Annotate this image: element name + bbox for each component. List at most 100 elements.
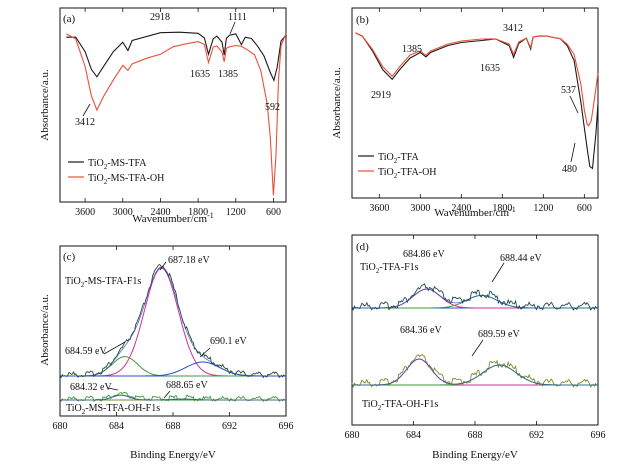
panel-b-legend: TiO2-TFA TiO2-TFA-OH (358, 152, 437, 180)
panel-a: (a) 3600 3000 2400 1800 1200 600 2918 1111 16… (39, 7, 287, 225)
x-tick-label: 688 (166, 421, 181, 432)
annotation-480: 480 (562, 164, 577, 175)
fit-envelope-lower (60, 394, 285, 401)
panel-a-legend: TiO2-MS-TFA TiO2-MS-TFA-OH (68, 158, 164, 186)
x-tick-label: 680 (345, 430, 360, 441)
x-tick-label: 1800 (188, 207, 208, 218)
panel-a-x-label: Wavenumber/cm-1 (132, 211, 214, 225)
x-tick-label: 1200 (226, 207, 246, 218)
annotation-1385: 1385 (218, 69, 238, 80)
annotation-537-arrow (569, 95, 579, 114)
x-tick-label: 684 (406, 430, 421, 441)
annotation-480-arrow (570, 142, 576, 163)
x-tick-label: 696 (591, 430, 606, 441)
annotation-3412: 3412 (75, 117, 95, 128)
annotation-684-59: 684.59 eV (65, 346, 107, 357)
panel-b-x-ticks: 3600 3000 2400 1800 1200 600 (369, 8, 592, 214)
x-tick-label: 600 (577, 203, 592, 214)
annotation-689-59-arrow (471, 339, 484, 357)
panel-c-letter: (c) (63, 251, 76, 263)
legend-entry-tfa: TiO2-TFA (378, 152, 420, 165)
raw-spectrum-upper (351, 283, 598, 312)
annotation-592: 592 (265, 102, 280, 113)
series-line-red (66, 33, 287, 196)
fit-envelope-upper (352, 288, 597, 309)
annotation-688-44-arrow (491, 262, 505, 283)
panel-b-letter: (b) (356, 14, 369, 26)
x-tick-label: 696 (279, 421, 294, 432)
annotation-2918: 2918 (150, 12, 170, 23)
annotation-1385: 3412 (503, 23, 523, 34)
panel-c-upper-label: TiO2-MS-TFA-F1s (65, 276, 141, 289)
panel-d: (d) 680 684 688 692 696 TiO2-TFA-F1s 684.86 … (345, 234, 606, 461)
panel-d-letter: (d) (356, 241, 369, 253)
panel-b: (b) 3600 3000 2400 1800 1200 600 1385 3412 29… (331, 7, 599, 219)
panel-a-x-ticks: 3600 3000 2400 1800 1200 600 (75, 8, 281, 218)
legend-entry-tfa-oh: TiO2-TFA-OH (378, 167, 437, 180)
annotation-684-86: 684.86 eV (403, 249, 445, 260)
panel-b-frame (351, 7, 599, 199)
panel-d-x-label: Binding Energy/eV (432, 449, 518, 461)
x-tick-label: 688 (468, 430, 483, 441)
legend-entry-ms-tfa-oh: TiO2-MS-TFA-OH (88, 173, 164, 186)
panel-c-x-ticks: 680 684 688 692 696 (53, 246, 294, 432)
panel-d-x-ticks: 680 684 688 692 696 (345, 235, 606, 441)
fit-envelope-upper (60, 266, 285, 377)
series-line-black (66, 31, 287, 82)
annotation-537: 537 (561, 85, 576, 96)
annotation-687-18: 687.18 eV (168, 255, 210, 266)
x-tick-label: 1800 (492, 203, 512, 214)
x-tick-label: 3600 (75, 207, 95, 218)
panel-b-series (355, 32, 599, 170)
annotation-684-36: 684.36 eV (400, 325, 442, 336)
annotation-687-18-arrow (159, 261, 167, 271)
annotation-684-59-arrow (103, 341, 126, 355)
annotation-689-59: 689.59 eV (478, 329, 520, 340)
raw-spectrum-lower (351, 354, 598, 389)
annotation-1111-arrow (229, 21, 236, 35)
series-line-black (355, 32, 599, 170)
panel-d-series (351, 283, 598, 389)
annotation-684-32: 684.32 eV (70, 382, 112, 393)
x-tick-label: 680 (53, 421, 68, 432)
x-tick-label: 692 (222, 421, 237, 432)
x-tick-label: 3000 (113, 207, 133, 218)
x-tick-label: 3600 (369, 203, 389, 214)
panel-a-letter: (a) (63, 13, 76, 25)
annotation-1111: 1111 (228, 12, 247, 23)
panel-c-y-label: Absorbance/a.u. (39, 294, 51, 366)
annotation-688-65: 688.65 eV (166, 380, 208, 391)
annotation-688-65-arrow (163, 390, 171, 399)
panel-c-lower-label: TiO2-MS-TFA-OH-F1s (66, 403, 160, 416)
annotation-3412: 2919 (371, 90, 391, 101)
annotation-690-1-arrow (199, 347, 211, 358)
panel-b-y-label: Absorbance/a.u. (331, 67, 343, 139)
annotation-684-32-arrow (107, 387, 119, 391)
fit-envelope-lower (352, 358, 597, 386)
legend-entry-ms-tfa: TiO2-MS-TFA (88, 158, 147, 171)
panel-a-series (66, 31, 287, 196)
panel-a-y-label: Absorbance/a.u. (39, 69, 51, 141)
panel-c: (c) 680 684 688 692 696 TiO2-MS-TFA-F1s 687.… (39, 245, 294, 461)
fit-component-lower (352, 364, 597, 386)
panel-d-lower-label: TiO2-TFA-OH-F1s (362, 399, 438, 412)
panel-c-x-label: Binding Energy/eV (130, 449, 216, 461)
x-tick-label: 600 (266, 207, 281, 218)
x-tick-label: 684 (109, 421, 124, 432)
panel-a-frame (59, 7, 287, 203)
panel-c-series (59, 263, 286, 403)
x-tick-label: 2400 (150, 207, 170, 218)
annotation-1635: 1635 (480, 63, 500, 74)
x-tick-label: 692 (529, 430, 544, 441)
x-tick-label: 2400 (451, 203, 471, 214)
panel-d-upper-label: TiO2-TFA-F1s (360, 262, 419, 275)
annotation-1635: 1635 (190, 69, 210, 80)
annotation-3412-arrow (82, 103, 91, 117)
annotation-688-44: 688.44 eV (500, 253, 542, 264)
series-line-red (355, 32, 599, 127)
x-tick-label: 3000 (410, 203, 430, 214)
panel-b-x-label: Wavenumber/cm-1 (434, 205, 516, 219)
x-tick-label: 1200 (533, 203, 553, 214)
annotation-2919: 1385 (402, 44, 422, 55)
